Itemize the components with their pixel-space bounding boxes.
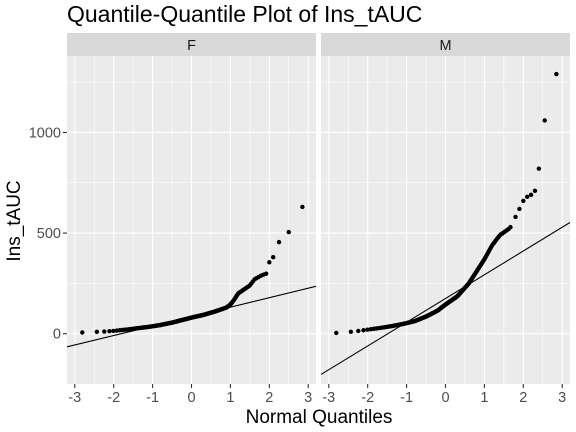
data-point [263, 271, 269, 276]
facet-panel-f: F -3 -2 -1 0 1 2 3 [67, 33, 316, 406]
data-point [542, 118, 547, 123]
qq-reference-line [321, 222, 570, 375]
data-point [334, 330, 339, 336]
x-tick-label: -2 [107, 390, 120, 406]
data-point [525, 194, 530, 200]
data-point [276, 239, 282, 245]
data-point [536, 166, 542, 171]
chart-title: Quantile-Quantile Plot of Ins_tAUC [67, 1, 422, 27]
data-point [521, 198, 526, 204]
facet-strip [67, 33, 316, 56]
data-point [300, 204, 305, 210]
x-tick-label: -3 [322, 390, 335, 406]
x-tick-label: 0 [441, 390, 449, 406]
x-tick-label: 1 [226, 390, 234, 406]
data-point [361, 328, 366, 333]
data-point [513, 214, 518, 220]
x-tick-label: 3 [558, 390, 566, 406]
x-tick-label: -1 [400, 390, 413, 406]
data-point [80, 330, 85, 335]
x-axis-title: Normal Quantiles [246, 407, 393, 428]
data-point [517, 206, 522, 212]
data-point [107, 328, 112, 334]
data-point [94, 329, 100, 335]
x-tick-label: 3 [304, 390, 312, 406]
x-tick-label: -1 [146, 390, 159, 406]
y-tick-label: 1000 [29, 125, 61, 141]
data-point [348, 329, 354, 335]
data-point [267, 260, 272, 265]
x-tick-label: 2 [519, 390, 527, 406]
x-tick-label: 0 [187, 390, 195, 406]
facet-panel-m: M -3 -2 -1 0 1 2 3 [321, 33, 570, 406]
x-tick-label: 1 [480, 390, 488, 406]
data-point [365, 327, 370, 332]
data-point [356, 328, 361, 334]
x-tick-label: -3 [68, 390, 81, 406]
data-point [554, 71, 559, 77]
y-tick-label: 500 [37, 226, 61, 242]
facet-strip-label: F [187, 38, 196, 54]
data-point [102, 329, 107, 334]
data-point [271, 255, 276, 260]
y-axis-title: Ins_tAUC [4, 180, 25, 261]
y-tick-label: 0 [53, 327, 61, 343]
data-point [286, 229, 291, 235]
x-tick-label: 2 [265, 390, 273, 406]
data-point [532, 188, 538, 194]
plot-area: F -3 -2 -1 0 1 2 3 M -3 -2 -1 0 1 2 3 0 500 1000 [29, 33, 570, 406]
x-tick-label: -2 [361, 390, 374, 406]
data-point [508, 224, 513, 230]
data-point [528, 192, 534, 198]
facet-strip [321, 33, 570, 56]
data-point [111, 328, 116, 334]
facet-strip-label: M [439, 38, 451, 54]
